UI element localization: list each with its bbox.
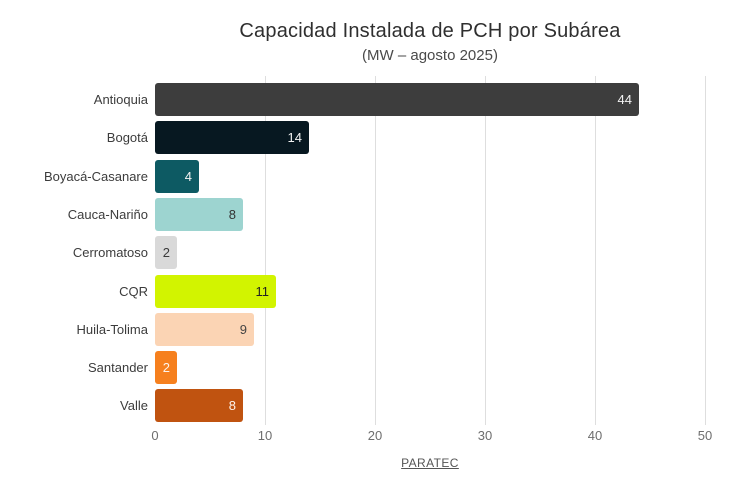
value-label: 11 [255, 284, 270, 299]
bar-row: Cerromatoso 2 [0, 236, 742, 269]
value-label: 44 [617, 92, 632, 107]
value-label: 14 [287, 130, 302, 145]
bar: 2 [155, 351, 177, 384]
bar-row: Antioquia 44 [0, 83, 742, 116]
bar-row: CQR 11 [0, 275, 742, 308]
bar: 2 [155, 236, 177, 269]
x-tick-label: 20 [367, 428, 383, 443]
value-label: 2 [162, 245, 170, 260]
bar-row: Boyacá-Casanare 4 [0, 160, 742, 193]
x-tick-label: 50 [697, 428, 713, 443]
gridline [375, 76, 376, 425]
footer: PARATEC [155, 454, 705, 472]
category-label: Cauca-Nariño [67, 207, 148, 222]
category-label: Bogotá [106, 130, 148, 145]
x-tick-label: 30 [477, 428, 493, 443]
bar-row: Santander 2 [0, 351, 742, 384]
category-label: Valle [120, 398, 148, 413]
gridline [705, 76, 706, 425]
bar: 44 [155, 83, 639, 116]
source-link[interactable]: PARATEC [401, 456, 459, 470]
chart-subtitle: (MW – agosto 2025) [362, 47, 498, 64]
value-label: 4 [184, 169, 192, 184]
chart-title: Capacidad Instalada de PCH por Subárea [239, 20, 621, 42]
bar: 8 [155, 389, 243, 422]
bar: 11 [155, 275, 276, 308]
category-label: Boyacá-Casanare [43, 169, 148, 184]
value-label: 9 [239, 322, 247, 337]
bar-row: Cauca-Nariño 8 [0, 198, 742, 231]
bar: 8 [155, 198, 243, 231]
bar: 14 [155, 121, 309, 154]
category-label: CQR [119, 284, 148, 299]
value-label: 2 [162, 360, 170, 375]
category-label: Huila-Tolima [76, 322, 148, 337]
value-label: 8 [228, 398, 236, 413]
category-label: Cerromatoso [72, 245, 148, 260]
category-label: Antioquia [93, 92, 148, 107]
x-tick-label: 0 [151, 428, 159, 443]
bar-row: Bogotá 14 [0, 121, 742, 154]
value-label: 8 [228, 207, 236, 222]
gridline [485, 76, 486, 425]
x-tick-label: 10 [257, 428, 273, 443]
gridline [595, 76, 596, 425]
bar: 9 [155, 313, 254, 346]
x-tick-label: 40 [587, 428, 603, 443]
bar-row: Valle 8 [0, 389, 742, 422]
category-label: Santander [88, 360, 148, 375]
bar-row: Huila-Tolima 9 [0, 313, 742, 346]
bar: 4 [155, 160, 199, 193]
gridline [265, 76, 266, 425]
